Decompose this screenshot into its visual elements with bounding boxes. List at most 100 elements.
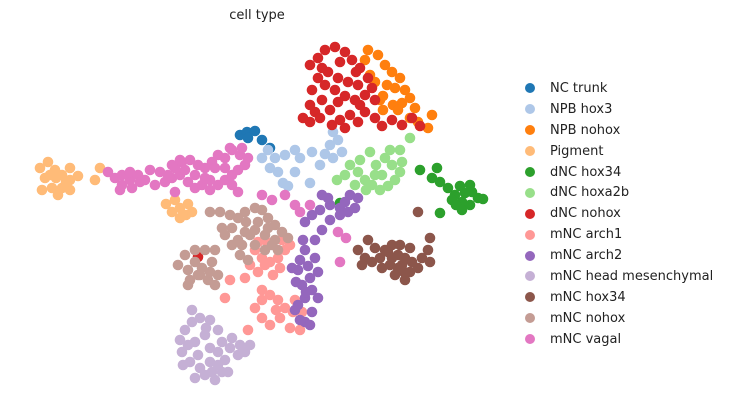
scatter-point-mnc-hox34 bbox=[404, 242, 416, 254]
scatter-point-dnc-hoxa2b bbox=[384, 144, 396, 156]
legend-marker-icon bbox=[525, 292, 535, 303]
scatter-point-mnc-nohox bbox=[204, 266, 216, 278]
scatter-point-mnc-arch2 bbox=[286, 262, 298, 274]
scatter-point-mnc-arch2 bbox=[294, 254, 306, 266]
legend-label: mNC arch1 bbox=[550, 227, 623, 243]
scatter-point-mnc-nohox bbox=[204, 206, 216, 218]
scatter-point-dnc-nohox bbox=[369, 94, 381, 106]
scatter-point-dnc-nohox bbox=[306, 84, 318, 96]
scatter-point-npb-nohox bbox=[389, 82, 401, 94]
scatter-point-mnc-nohox bbox=[202, 274, 214, 286]
legend-label: NC trunk bbox=[550, 80, 608, 96]
scatter-point-mnc-head-mesenchymal bbox=[209, 374, 221, 386]
legend-marker-icon bbox=[525, 187, 535, 198]
scatter-point-mnc-vagal bbox=[289, 199, 301, 211]
scatter-point-dnc-hox34 bbox=[434, 207, 446, 219]
scatter-point-mnc-arch1 bbox=[259, 259, 271, 271]
scatter-point-mnc-vagal bbox=[126, 182, 138, 194]
scatter-point-mnc-arch2 bbox=[294, 314, 306, 326]
scatter-point-mnc-head-mesenchymal bbox=[189, 372, 201, 384]
scatter-point-mnc-hox34 bbox=[382, 246, 394, 258]
scatter-point-mnc-head-mesenchymal bbox=[204, 342, 216, 354]
scatter-point-mnc-arch2 bbox=[290, 276, 302, 288]
legend-label: Pigment bbox=[550, 143, 604, 159]
scatter-point-dnc-nohox bbox=[386, 114, 398, 126]
scatter-point-mnc-nohox bbox=[219, 229, 231, 241]
scatter-point-mnc-head-mesenchymal bbox=[212, 346, 224, 358]
scatter-point-mnc-vagal bbox=[334, 256, 346, 268]
scatter-point-npb-nohox bbox=[372, 49, 384, 61]
scatter-points bbox=[34, 41, 489, 386]
scatter-point-dnc-hoxa2b bbox=[370, 159, 382, 171]
legend-marker-icon bbox=[525, 313, 535, 324]
scatter-point-mnc-head-mesenchymal bbox=[186, 304, 198, 316]
legend-marker-icon bbox=[525, 208, 535, 219]
scatter-point-npb-hox3 bbox=[332, 134, 344, 146]
legend-marker-icon bbox=[525, 334, 535, 345]
scatter-point-mnc-vagal bbox=[192, 159, 204, 171]
scatter-point-mnc-arch2 bbox=[300, 286, 312, 298]
scatter-point-npb-nohox bbox=[394, 72, 406, 84]
scatter-point-mnc-arch1 bbox=[284, 322, 296, 334]
scatter-point-mnc-nohox bbox=[182, 279, 194, 291]
scatter-point-mnc-vagal bbox=[182, 176, 194, 188]
scatter-point-mnc-arch2 bbox=[299, 244, 311, 256]
scatter-point-dnc-hoxa2b bbox=[396, 156, 408, 168]
scatter-point-mnc-hox34 bbox=[362, 234, 374, 246]
scatter-point-mnc-vagal bbox=[304, 199, 316, 211]
scatter-point-npb-nohox bbox=[359, 54, 371, 66]
scatter-point-dnc-hoxa2b bbox=[369, 169, 381, 181]
scatter-point-dnc-hoxa2b bbox=[360, 184, 372, 196]
scatter-point-mnc-nohox bbox=[262, 212, 274, 224]
scatter-point-dnc-nohox bbox=[326, 119, 338, 131]
legend: NC trunk NPB hox3 NPB nohox Pigment dNC hox3… bbox=[525, 78, 713, 350]
scatter-point-npb-nohox bbox=[399, 84, 411, 96]
scatter-point-mnc-vagal bbox=[219, 162, 231, 174]
scatter-point-mnc-arch1 bbox=[264, 289, 276, 301]
scatter-point-mnc-arch2 bbox=[309, 234, 321, 246]
scatter-point-pigment bbox=[166, 206, 178, 218]
scatter-point-npb-hox3 bbox=[324, 139, 336, 151]
scatter-point-mnc-head-mesenchymal bbox=[244, 339, 256, 351]
scatter-point-mnc-arch2 bbox=[299, 216, 311, 228]
scatter-point-mnc-vagal bbox=[224, 142, 236, 154]
scatter-point-npb-hox3 bbox=[279, 149, 291, 161]
scatter-point-mnc-head-mesenchymal bbox=[200, 322, 212, 334]
scatter-point-npb-hox3 bbox=[304, 177, 316, 189]
scatter-point-mnc-arch2 bbox=[352, 192, 364, 204]
scatter-point-dnc-hox34 bbox=[434, 176, 446, 188]
scatter-point-mnc-hox34 bbox=[356, 259, 368, 271]
scatter-point-mnc-vagal bbox=[242, 152, 254, 164]
scatter-point-dnc-hoxa2b bbox=[331, 174, 343, 186]
scatter-point-mnc-vagal bbox=[114, 184, 126, 196]
scatter-point-dnc-nohox bbox=[339, 90, 351, 102]
scatter-point-mnc-vagal bbox=[209, 162, 221, 174]
scatter-point-npb-hox3 bbox=[306, 146, 318, 158]
scatter-point-dnc-hox34 bbox=[477, 193, 489, 205]
scatter-point-mnc-hox34 bbox=[352, 244, 364, 256]
scatter-point-dnc-nohox bbox=[297, 112, 309, 124]
scatter-point-mnc-arch2 bbox=[312, 292, 324, 304]
scatter-point-mnc-arch1 bbox=[274, 262, 286, 274]
scatter-point-mnc-head-mesenchymal bbox=[216, 366, 228, 378]
scatter-point-mnc-arch2 bbox=[316, 189, 328, 201]
scatter-point-npb-nohox bbox=[379, 59, 391, 71]
scatter-point-npb-nohox bbox=[426, 109, 438, 121]
legend-item: mNC arch2 bbox=[525, 245, 713, 266]
scatter-point-mnc-nohox bbox=[194, 269, 206, 281]
scatter-point-npb-hox3 bbox=[269, 152, 281, 164]
scatter-point-pigment bbox=[64, 184, 76, 196]
scatter-point-mnc-nohox bbox=[239, 206, 251, 218]
scatter-point-dnc-nohox bbox=[346, 54, 358, 66]
scatter-point-mnc-vagal bbox=[102, 166, 114, 178]
scatter-point-dnc-nohox bbox=[334, 56, 346, 68]
scatter-point-mnc-nohox bbox=[212, 269, 224, 281]
legend-label: mNC hox34 bbox=[550, 289, 626, 305]
scatter-point-mnc-vagal bbox=[189, 169, 201, 181]
scatter-point-mnc-arch1 bbox=[239, 272, 251, 284]
scatter-point-mnc-vagal bbox=[116, 169, 128, 181]
legend-item: dNC hox34 bbox=[525, 162, 713, 183]
scatter-point-mnc-nohox bbox=[282, 232, 294, 244]
scatter-point-npb-hox3 bbox=[336, 146, 348, 158]
